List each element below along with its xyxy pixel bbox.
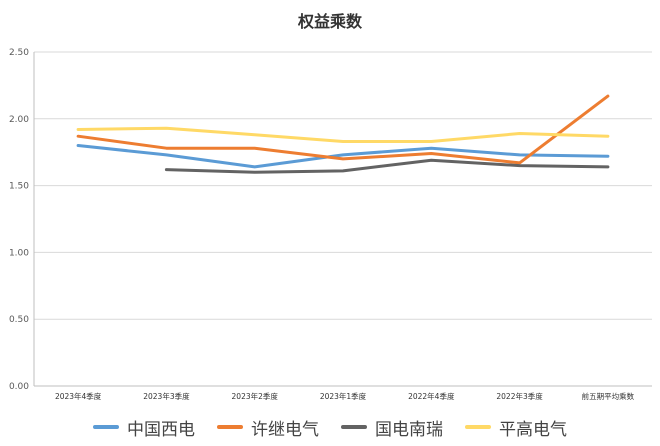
- y-tick-label: 2.50: [9, 48, 29, 58]
- x-tick-label: 2023年2季度: [232, 391, 279, 401]
- legend-item: 中国西电: [93, 415, 195, 440]
- series-lines: [76, 94, 610, 174]
- legend-label: 国电南瑞: [375, 419, 443, 440]
- x-tick-label: 2023年1季度: [320, 391, 367, 401]
- x-tick-label: 2023年4季度: [55, 391, 102, 401]
- series-line-0: [76, 144, 610, 169]
- chart-title: 权益乘数: [297, 12, 362, 31]
- series-line-2: [164, 158, 610, 174]
- legend-label: 平高电气: [499, 419, 567, 440]
- gridlines: [34, 51, 652, 387]
- legend-label: 许继电气: [251, 419, 319, 440]
- y-tick-label: 0.50: [9, 315, 29, 325]
- y-tick-label: 1.50: [9, 182, 29, 192]
- legend-swatch: [93, 425, 119, 429]
- legend-item: 平高电气: [465, 415, 567, 440]
- x-tick-label: 2023年3季度: [143, 391, 190, 401]
- y-tick-label: 1.00: [9, 248, 29, 258]
- series-line-3: [76, 126, 610, 143]
- x-tick-label: 2022年4季度: [408, 391, 455, 401]
- legend-item: 国电南瑞: [341, 415, 443, 440]
- legend-label: 中国西电: [127, 419, 195, 440]
- legend-swatch: [341, 425, 367, 429]
- legend-item: 许继电气: [217, 415, 319, 440]
- legend-swatch: [217, 425, 243, 429]
- y-tick-label: 0.00: [9, 382, 29, 392]
- tick-labels: 0.00 0.50 1.00 1.50 2.00 2.50 2023年4季度 2023年3季度…: [9, 48, 635, 401]
- x-tick-label: 前五期平均乘数: [582, 391, 635, 401]
- legend-swatch: [465, 425, 491, 429]
- y-tick-label: 2.00: [9, 115, 29, 125]
- series-line-1: [76, 94, 610, 165]
- axes: [33, 52, 652, 387]
- legend: 中国西电 许继电气 国电南瑞 平高电气: [0, 414, 660, 440]
- x-tick-label: 2022年3季度: [496, 391, 543, 401]
